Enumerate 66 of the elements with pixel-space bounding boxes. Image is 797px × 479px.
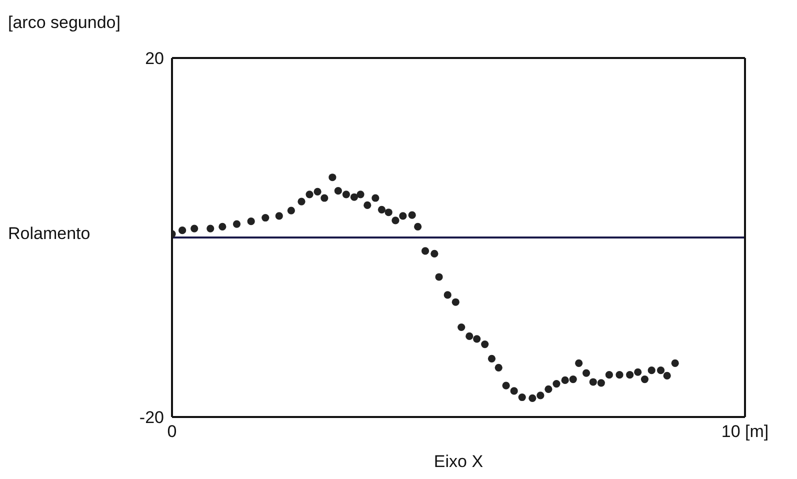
point	[575, 359, 583, 367]
text: [arco segundo]	[8, 13, 120, 33]
point	[452, 298, 460, 306]
point	[648, 366, 656, 374]
point	[626, 371, 634, 379]
point	[218, 222, 226, 231]
point	[430, 250, 438, 258]
point	[414, 222, 422, 231]
point	[528, 394, 536, 402]
point	[262, 214, 270, 222]
point	[561, 376, 569, 384]
point	[421, 247, 430, 255]
point	[481, 340, 489, 348]
point	[444, 291, 452, 299]
point	[536, 392, 544, 400]
x-tick-label: 10 [m]	[721, 422, 769, 442]
y-tick-label: -20	[139, 408, 164, 428]
point	[275, 212, 283, 220]
point	[582, 369, 590, 377]
point	[232, 220, 241, 228]
point	[334, 187, 342, 195]
point	[399, 212, 407, 220]
point	[473, 335, 481, 343]
y-axis-title: Rolamento	[8, 224, 90, 244]
point	[656, 366, 665, 374]
point	[178, 226, 186, 234]
point	[589, 378, 597, 386]
point	[287, 206, 295, 214]
point	[342, 190, 350, 198]
point	[378, 206, 386, 214]
point	[328, 174, 336, 182]
point	[605, 371, 613, 379]
point	[206, 224, 214, 232]
point	[663, 372, 671, 380]
point	[671, 359, 679, 367]
point	[569, 376, 577, 384]
point	[364, 201, 372, 209]
point	[502, 382, 510, 390]
point	[435, 273, 443, 281]
point	[298, 198, 306, 206]
point	[356, 190, 364, 198]
point	[350, 193, 358, 201]
point	[384, 208, 392, 216]
point	[314, 188, 322, 196]
point	[634, 368, 642, 376]
point	[466, 332, 474, 340]
point	[518, 393, 526, 402]
point	[372, 194, 380, 202]
point	[640, 376, 649, 384]
point	[597, 379, 605, 387]
point	[494, 364, 502, 372]
point	[458, 323, 466, 332]
point	[544, 385, 552, 393]
point	[247, 218, 255, 226]
point	[320, 194, 328, 202]
point	[392, 216, 400, 224]
point	[408, 211, 416, 219]
point	[306, 190, 314, 198]
x-axis-title: Eixo X	[434, 452, 484, 471]
y-tick-label: 20	[145, 49, 164, 68]
point	[616, 371, 624, 379]
point	[510, 387, 518, 395]
point	[488, 354, 496, 362]
point	[190, 224, 198, 232]
point	[552, 380, 560, 388]
x-tick-label: 0	[167, 422, 177, 442]
